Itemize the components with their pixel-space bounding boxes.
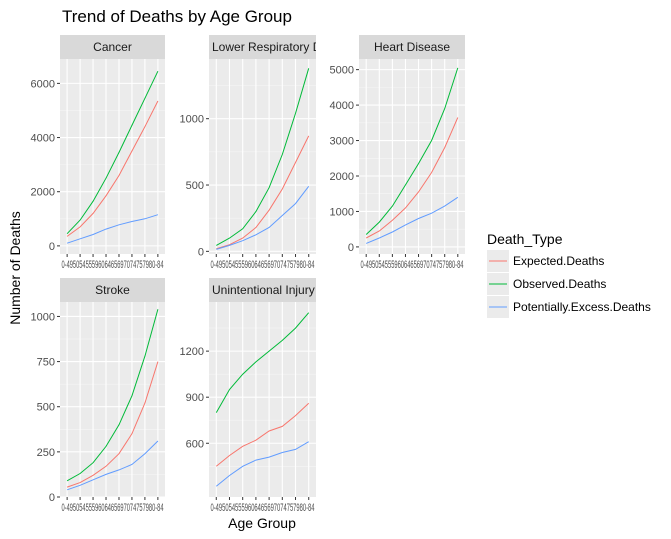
legend-label: Observed.Deaths [513,277,606,291]
y-tick-label: 1200 [180,346,204,358]
panel-unintentional-injury: Unintentional Injury 600 900 1200 0-49505455… [180,278,316,514]
panel-background [359,59,465,254]
strip-background [209,278,316,302]
x-tick-labels: 0-4950545559606465697074757980-84 [62,502,164,514]
series-line-expected-deaths [66,100,159,237]
y-tick-label: 2000 [31,187,55,199]
panel-background [209,302,316,497]
series-line-observed-deaths [216,68,310,246]
series-line-observed-deaths [66,309,159,482]
series-line-observed-deaths [365,67,459,235]
y-tick-label: 250 [37,447,55,459]
strip-background [60,278,165,302]
y-tick-label: 0 [198,246,204,258]
series-line-potentially-excess-deaths [366,196,459,244]
y-tick-label: 6000 [31,78,55,90]
series-line-expected-deaths [216,135,310,250]
x-tick-labels: 0-4950545559606465697074757980-84 [211,502,315,514]
series-line-expected-deaths [66,361,159,488]
panel-lower-respiratory-d: Lower Respiratory D 0 500 1000 0-49505455596… [180,35,322,271]
y-tick-label: 500 [186,180,204,192]
y-tick-label: 900 [186,392,204,404]
x-tick-labels: 0-4950545559606465697074757980-84 [211,259,315,271]
y-tick-label: 0 [49,492,55,504]
panel-background [209,59,316,254]
panel-cancer: Cancer 0 2000 4000 6000 0-4950545559606465697… [31,35,165,271]
y-tick-label: 2000 [330,171,354,183]
series-line-observed-deaths [66,70,159,235]
legend-title: Death_Type [487,231,563,247]
y-tick-label: 4000 [31,133,55,145]
series-line-potentially-excess-deaths [216,185,310,250]
legend-label: Expected.Deaths [513,254,604,268]
y-tick-label: 1000 [180,114,204,126]
x-axis-title: Age Group [228,515,296,531]
y-tick-label: 0 [348,242,354,254]
strip-label: Unintentional Injury [212,283,315,297]
y-tick-label: 1000 [330,206,354,218]
legend-entry-observed-deaths: Observed.Deaths [487,273,606,295]
strip-label: Heart Disease [374,40,450,54]
strip-background [359,35,465,59]
panel-heart-disease: Heart Disease 0 1000 2000 3000 4000 5000 0-4950… [330,35,465,271]
series-line-observed-deaths [215,312,310,413]
y-tick-label: 1000 [31,311,55,323]
strip-label: Lower Respiratory D [212,40,322,54]
y-tick-label: 5000 [330,65,354,77]
y-tick-label: 750 [37,357,55,369]
y-tick-label: 4000 [330,100,354,112]
legend-entry-potentially-excess-deaths: Potentially.Excess.Deaths [487,296,651,318]
strip-label: Cancer [93,40,132,54]
strip-label: Stroke [95,283,130,297]
strip-background [60,35,165,59]
series-line-potentially-excess-deaths [66,440,159,491]
y-tick-label: 3000 [330,136,354,148]
chart-panels: Cancer02000400060000-4950545559606465697… [31,35,465,514]
x-tick-labels: 0-4950545559606465697074757980-84 [361,259,464,271]
strip-background [209,35,316,59]
legend: Death_Type Expected.Deaths Observed.Death… [487,231,651,318]
series-line-potentially-excess-deaths [66,214,159,244]
panel-background [60,302,165,497]
x-tick-labels: 0-4950545559606465697074757980-84 [62,259,164,271]
y-axis-title: Number of Deaths [7,211,23,325]
panel-background [60,59,165,254]
panel-stroke: Stroke 0 250 500 750 1000 0-495054555960646569… [31,278,165,514]
y-tick-label: 500 [37,402,55,414]
y-tick-label: 0 [49,241,55,253]
series-line-expected-deaths [365,117,459,239]
series-line-potentially-excess-deaths [215,441,309,487]
legend-label: Potentially.Excess.Deaths [513,300,651,314]
chart-title: Trend of Deaths by Age Group [62,7,292,26]
legend-entry-expected-deaths: Expected.Deaths [487,250,604,272]
y-tick-label: 600 [186,438,204,450]
series-line-expected-deaths [215,402,310,467]
